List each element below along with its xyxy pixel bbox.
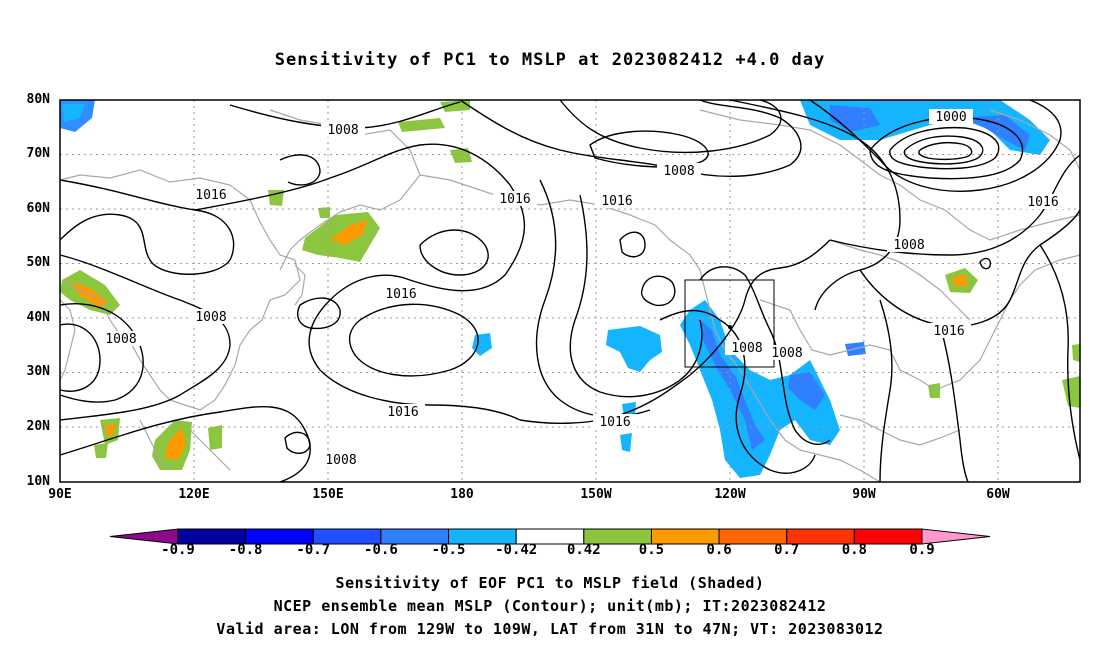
colorbar-label: -0.5: [431, 542, 466, 558]
contour-label: 1008: [731, 341, 762, 356]
shade-orange-atl: [952, 274, 968, 286]
contour-label: 1016: [385, 287, 416, 302]
caption-valid-area: Valid area: LON from 129W to 109W, LAT f…: [216, 620, 884, 638]
lat-lon-grid: [60, 100, 1080, 482]
contour-label: 1016: [601, 194, 632, 209]
contour-label: 1016: [599, 415, 630, 430]
colorbar-swatches: [109, 528, 991, 545]
lat-label: 40N: [26, 310, 50, 325]
lon-label: 120W: [714, 487, 746, 502]
colorbar-label: -0.7: [296, 542, 331, 558]
lat-label: 70N: [26, 146, 50, 161]
lat-label: 20N: [26, 419, 50, 434]
lon-label: 150W: [580, 487, 612, 502]
shade-orange-kam: [330, 220, 368, 245]
contour-label: 1000: [935, 110, 966, 125]
shade-green-nw1: [440, 100, 470, 112]
shade-blue-gulf: [788, 372, 825, 410]
contour-label: 1016: [499, 192, 530, 207]
colorbar-label: 0.5: [638, 542, 665, 558]
shade-green-se4: [94, 443, 108, 458]
colorbar-label: -0.42: [495, 542, 538, 558]
lon-label: 90E: [48, 487, 72, 502]
contour-label: 1008: [195, 310, 226, 325]
colorbar-label: 0.9: [909, 542, 935, 558]
shade-green-se3: [208, 425, 222, 450]
shade-blue-nw-inner: [62, 104, 85, 122]
lat-label: 10N: [26, 474, 50, 489]
shade-blue-small3: [620, 433, 632, 452]
lat-label: 50N: [26, 255, 50, 270]
shade-blue-wcoast-dark: [700, 320, 765, 450]
contour-label: 1016: [387, 405, 418, 420]
mslp-contours: [59, 99, 1081, 483]
colorbar-label: 0.8: [841, 542, 867, 558]
shade-orange-se2: [165, 428, 186, 460]
lat-label: 80N: [26, 92, 50, 107]
shade-green-east2: [1072, 344, 1080, 362]
colorbar-label: 0.42: [566, 542, 601, 558]
contour-label: 1016: [195, 188, 226, 203]
colorbar-triangle-right: [921, 528, 991, 545]
contour-label: 1008: [325, 453, 356, 468]
colorbar-label: -0.9: [161, 542, 195, 558]
contour-label: 1016: [933, 324, 964, 339]
coastlines: [59, 109, 1081, 483]
contour-label: 1008: [105, 332, 136, 347]
plot-frame: [59, 99, 1081, 483]
shade-orange-se1: [105, 424, 116, 436]
shade-green-east1: [1062, 376, 1080, 408]
contour-label: 1016: [1027, 195, 1058, 210]
contour-label: 1008: [771, 346, 802, 361]
colorbar: [109, 528, 991, 545]
contour-label: 1008: [663, 164, 694, 179]
lon-label: 90W: [852, 487, 876, 502]
colorbar-label: 0.7: [774, 542, 800, 558]
contour-label: 1008: [893, 238, 924, 253]
caption-contour: NCEP ensemble mean MSLP (Contour); unit(…: [273, 597, 827, 615]
lon-label: 120E: [178, 487, 210, 502]
valid-area-box: [684, 279, 775, 368]
shade-blue-midpac: [606, 326, 662, 372]
colorbar-label: -0.6: [364, 542, 398, 558]
valid-area-center: [728, 325, 732, 329]
lon-label: 150E: [312, 487, 344, 502]
shade-blue-ne-dark: [960, 115, 1030, 150]
lat-label: 30N: [26, 364, 50, 379]
colorbar-label: 0.6: [706, 542, 732, 558]
contour-label-group: 1008 1016 1016 1008 1000 1016 1016 1008 …: [99, 109, 1065, 468]
lat-label: 60N: [26, 201, 50, 216]
caption-shaded: Sensitivity of EOF PC1 to MSLP field (Sh…: [335, 574, 765, 592]
lon-label: 60W: [986, 487, 1010, 502]
contour-label: 1008: [327, 123, 358, 138]
shade-green-nw5: [318, 207, 330, 218]
colorbar-label: -0.8: [228, 542, 263, 558]
map-title: Sensitivity of PC1 to MSLP at 2023082412…: [274, 50, 826, 70]
shade-blue-small1: [472, 333, 492, 356]
lon-label: 180: [450, 487, 474, 502]
shade-green-nw2: [398, 118, 445, 132]
